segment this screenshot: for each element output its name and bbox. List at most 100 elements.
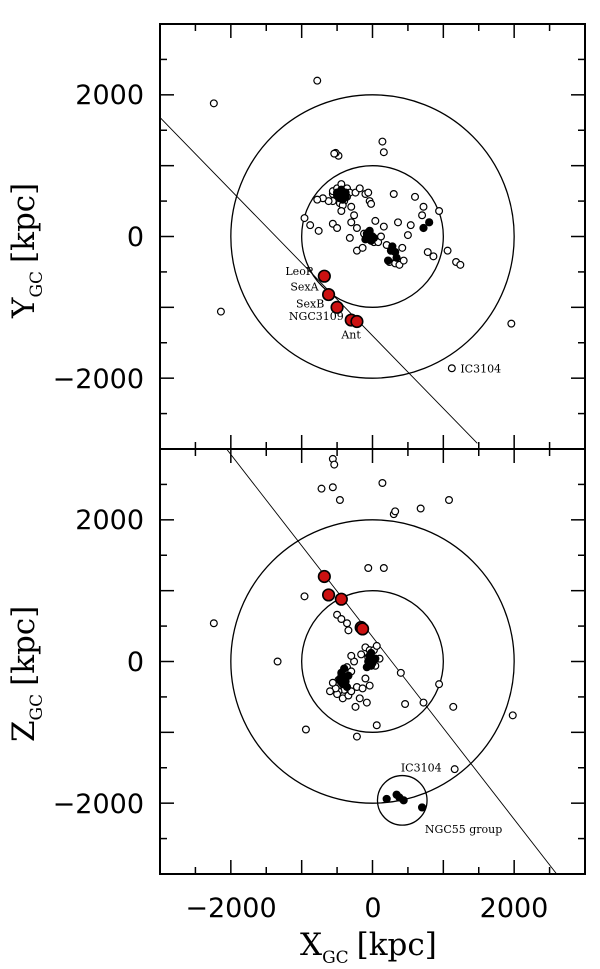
bottom-panel-plot-area (209, 449, 558, 874)
data-point-open (313, 76, 322, 85)
data-point-open (314, 226, 323, 235)
data-point-filled (342, 682, 352, 692)
data-point-filled (382, 794, 391, 804)
data-point-open (306, 221, 315, 230)
data-point-open (416, 504, 425, 513)
distance-circle (230, 519, 515, 804)
data-point-filled (371, 654, 380, 663)
point-label: SexB (296, 297, 324, 310)
plane-line (226, 449, 558, 874)
data-point-open (350, 211, 359, 220)
data-point-highlight (334, 592, 348, 606)
y-tick-label: 0 (127, 222, 144, 253)
data-point-open (508, 711, 517, 720)
data-point-open (352, 732, 361, 741)
data-point-open (352, 224, 361, 233)
data-point-filled (332, 191, 342, 200)
top-panel-ticks (159, 23, 586, 450)
bottom-panel: 2000 0 −2000 −2000 0 2000 IC3104 NGC55 gr… (6, 448, 586, 968)
data-point-open (447, 364, 456, 373)
y-axis-label-subscript: GC (27, 271, 47, 298)
data-point-open (443, 246, 452, 255)
data-point-open (326, 687, 335, 696)
data-point-open (328, 483, 337, 492)
data-point-filled (417, 803, 427, 812)
point-label: LeoP (285, 265, 313, 278)
data-point-open (355, 184, 364, 193)
data-point-filled (366, 648, 376, 658)
y-axis-label-main: Z (6, 720, 42, 742)
data-point-filled (344, 671, 353, 680)
data-point-open (379, 563, 388, 572)
bottom-panel-ticks (159, 448, 586, 875)
data-point-open (365, 681, 374, 690)
data-point-open (449, 702, 458, 711)
data-point-filled (369, 233, 379, 243)
data-point-open (328, 678, 337, 687)
data-point-open (362, 698, 371, 707)
data-point-open (330, 149, 339, 158)
data-point-open (317, 484, 326, 493)
y-axis-label-unit: [kpc] (6, 606, 42, 686)
distance-circle (376, 774, 428, 826)
data-point-open (406, 221, 415, 230)
data-point-open (377, 232, 386, 241)
data-point-open (361, 674, 370, 683)
data-point-filled (365, 226, 374, 235)
data-point-open (209, 99, 218, 108)
data-point-filled (383, 256, 393, 265)
data-point-open (371, 216, 380, 225)
data-point-highlight (317, 269, 331, 283)
y-tick-label: −2000 (53, 789, 144, 820)
data-point-open (411, 192, 420, 201)
data-point-open (347, 651, 356, 660)
data-point-open (358, 243, 367, 252)
data-point-filled (337, 185, 346, 194)
data-point-open (435, 680, 444, 689)
data-point-open (337, 614, 346, 623)
bottom-panel-y-tick-labels: 2000 0 −2000 (53, 505, 144, 820)
data-point-open (423, 248, 432, 257)
data-point-highlight (355, 622, 370, 636)
point-label: Ant (340, 329, 361, 342)
bottom-panel-annotations: IC3104 NGC55 group (401, 761, 502, 836)
y-axis-label-subscript: GC (27, 694, 47, 721)
y-tick-label: −2000 (53, 364, 144, 395)
y-axis-label-top: YGC [kpc] (6, 183, 47, 319)
data-point-open (357, 650, 366, 659)
data-point-filled (425, 218, 434, 227)
y-axis-label-unit: [kpc] (6, 183, 42, 263)
data-point-filled (419, 223, 428, 233)
data-point-highlight (350, 314, 364, 329)
data-point-highlight (321, 588, 336, 602)
data-point-open (372, 641, 381, 650)
x-axis-label-main: X (300, 927, 322, 963)
data-point-open (378, 479, 387, 488)
data-point-open (398, 243, 407, 252)
x-axis-label: XGC [kpc] (300, 927, 437, 968)
data-point-open (364, 188, 373, 197)
bottom-panel-x-tick-labels: −2000 0 2000 (185, 893, 548, 924)
data-point-highlight (317, 569, 331, 584)
data-point-open (450, 765, 459, 774)
data-point-open (419, 698, 428, 707)
data-point-filled (340, 664, 349, 673)
data-point-filled (362, 663, 371, 672)
data-point-open (358, 684, 367, 693)
x-tick-label: 0 (364, 893, 381, 924)
data-point-open (419, 202, 428, 211)
data-point-filled (338, 195, 347, 204)
point-label: IC3104 (460, 363, 501, 376)
data-point-open (379, 222, 388, 231)
data-point-open (343, 619, 352, 628)
top-panel-y-tick-labels: 2000 0 −2000 (53, 80, 144, 395)
data-point-highlight (330, 300, 344, 314)
data-point-open (313, 195, 322, 204)
data-point-open (372, 721, 381, 730)
data-point-open (399, 256, 408, 265)
data-point-open (364, 563, 373, 572)
y-axis-label-main: Y (6, 297, 42, 319)
distance-circle (230, 94, 515, 379)
